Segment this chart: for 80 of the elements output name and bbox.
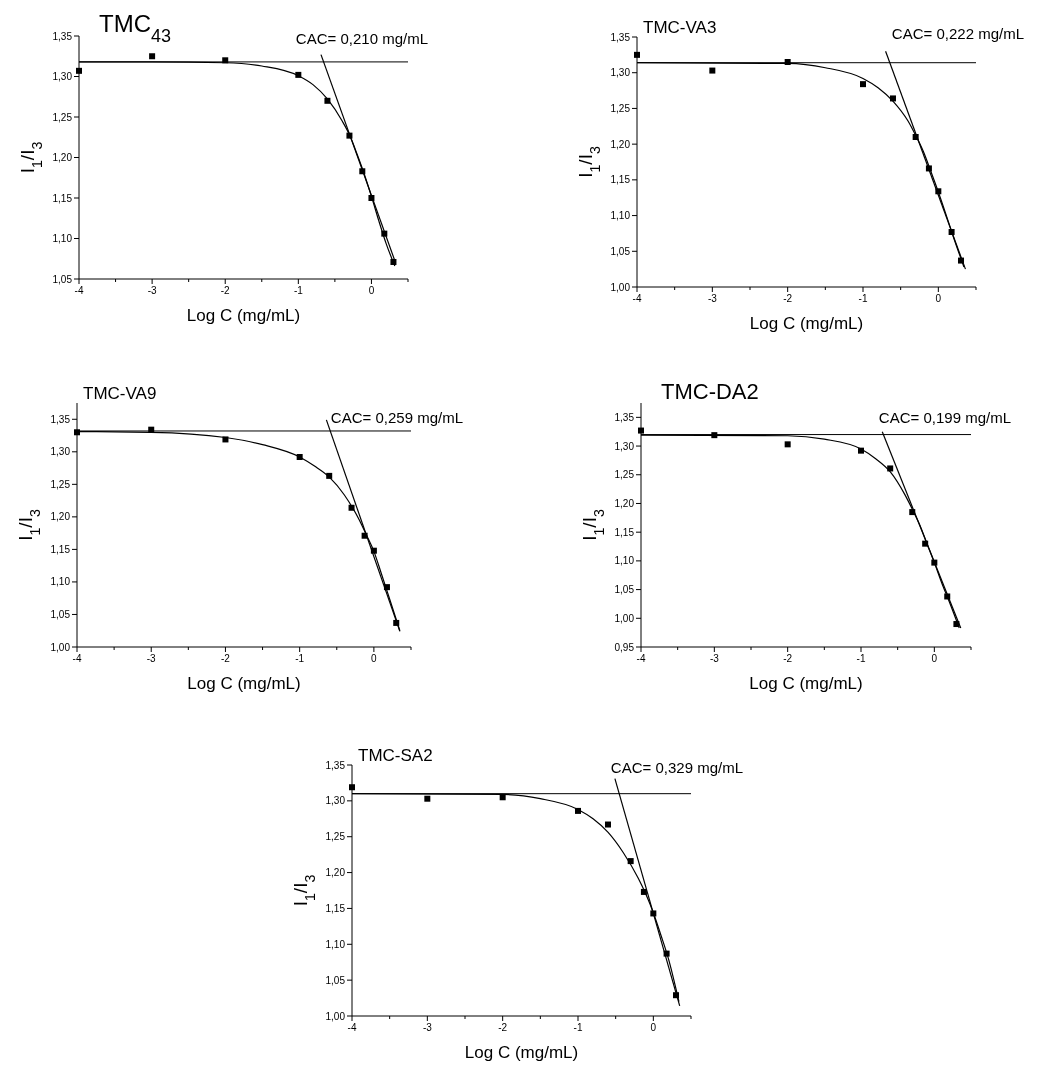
x-tick-label: -4	[72, 653, 82, 664]
y-tick-label: 1,00	[610, 281, 631, 293]
y-tick-label: 1,25	[325, 831, 346, 843]
y-tick-label: 0,95	[614, 641, 635, 653]
y-tick-label: 1,25	[52, 111, 73, 123]
y-tick-label: 1,35	[610, 31, 631, 43]
y-tick-label: 1,35	[614, 411, 635, 423]
x-tick-label: -3	[146, 653, 157, 664]
x-tick-label: -2	[220, 653, 231, 664]
x-tick-label: -4	[632, 293, 642, 304]
x-tick-label: -1	[856, 653, 866, 664]
y-tick-label: 1,25	[610, 102, 631, 114]
x-tick-label: 0	[371, 653, 378, 664]
y-tick-label: 1,25	[50, 478, 71, 490]
x-tick-label: -2	[783, 293, 793, 304]
y-tick-label: 1,05	[50, 608, 71, 620]
x-tick-label: -1	[858, 293, 868, 304]
x-tick-label: -2	[783, 653, 793, 664]
chart-title: TMC-DA2	[661, 379, 759, 404]
x-tick-label: -1	[295, 653, 305, 664]
y-tick-label: 1,35	[325, 759, 346, 771]
y-tick-label: 1,10	[50, 576, 71, 588]
x-tick-label: -1	[573, 1022, 583, 1033]
x-tick-label: -3	[422, 1022, 433, 1033]
chart-title: TMC-VA3	[643, 18, 717, 37]
y-tick-label: 1,05	[325, 974, 346, 986]
y-tick-label: 1,05	[614, 584, 635, 596]
y-tick-label: 1,30	[325, 795, 346, 807]
y-tick-label: 1,20	[50, 511, 71, 523]
annotation: CAC= 0,222 mg/mL	[891, 25, 1024, 42]
x-axis-title: Log C (mg/mL)	[186, 306, 301, 325]
x-tick-label: -3	[707, 293, 718, 304]
y-tick-label: 1,00	[325, 1010, 346, 1022]
y-tick-label: 1,30	[610, 67, 631, 79]
x-tick-label: 0	[368, 285, 375, 296]
x-axis-title: Log C (mg/mL)	[749, 314, 864, 333]
y-tick-label: 1,15	[50, 543, 71, 555]
y-tick-label: 1,05	[610, 245, 631, 257]
annotation: CAC= 0,329 mg/mL	[610, 759, 743, 776]
annotation: CAC= 0,210 mg/mL	[295, 30, 428, 47]
y-tick-label: 1,20	[610, 138, 631, 150]
x-tick-label: -1	[293, 285, 304, 296]
y-tick-label: 1,15	[52, 192, 73, 204]
y-tick-label: 1,10	[52, 233, 73, 244]
y-tick-label: 1,15	[614, 526, 635, 538]
y-tick-label: 1,10	[610, 210, 631, 222]
y-tick-label: 1,35	[52, 30, 73, 42]
y-tick-label: 1,10	[614, 555, 635, 567]
chart-title: TMC-VA9	[83, 384, 157, 403]
y-tick-label: 1,20	[325, 867, 346, 879]
x-tick-label: 0	[935, 293, 942, 304]
x-tick-label: -3	[709, 653, 720, 664]
y-tick-label: 1,30	[50, 446, 71, 458]
y-tick-label: 1,00	[50, 641, 71, 653]
annotation: CAC= 0,199 mg/mL	[878, 409, 1011, 426]
y-tick-label: 1,05	[52, 273, 73, 285]
chart-title: TMC$_{43}$	[99, 10, 172, 46]
x-tick-label: 0	[931, 653, 938, 664]
y-tick-label: 1,30	[614, 440, 635, 452]
x-tick-label: -4	[347, 1022, 357, 1033]
y-tick-label: 1,35	[50, 413, 71, 425]
annotation: CAC= 0,259 mg/mL	[330, 409, 463, 426]
x-tick-label: -2	[498, 1022, 508, 1033]
y-tick-label: 1,15	[325, 902, 346, 914]
x-tick-label: -3	[147, 285, 157, 296]
y-tick-label: 1,00	[614, 612, 635, 624]
y-tick-label: 1,20	[52, 152, 73, 163]
y-tick-label: 1,25	[614, 469, 635, 481]
x-tick-label: -2	[220, 285, 231, 296]
x-axis-title: Log C (mg/mL)	[464, 1043, 579, 1062]
y-tick-label: 1,20	[614, 497, 635, 509]
x-tick-label: -4	[636, 653, 646, 664]
x-axis-title: Log C (mg/mL)	[749, 674, 863, 693]
x-tick-label: -4	[74, 285, 84, 296]
chart-title: TMC-SA2	[358, 746, 433, 765]
x-tick-label: 0	[650, 1022, 657, 1033]
y-tick-label: 1,10	[325, 938, 346, 950]
y-tick-label: 1,30	[52, 71, 73, 82]
y-tick-label: 1,15	[610, 174, 631, 186]
x-axis-title: Log C (mg/mL)	[187, 674, 301, 693]
